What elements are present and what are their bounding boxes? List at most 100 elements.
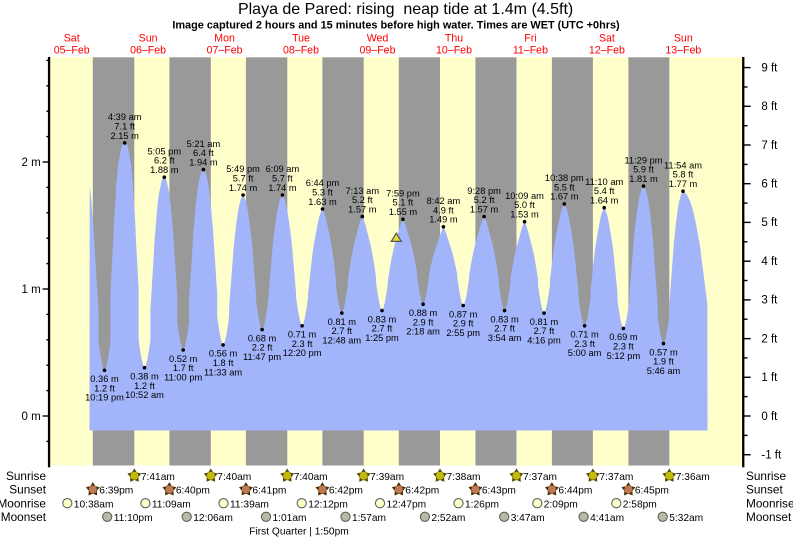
svg-text:Mon: Mon xyxy=(214,32,235,44)
svg-text:10:52 am: 10:52 am xyxy=(125,390,164,400)
svg-text:5.9 ft: 5.9 ft xyxy=(633,165,654,175)
svg-text:06–Feb: 06–Feb xyxy=(130,45,166,57)
svg-text:First Quarter | 1:50pm: First Quarter | 1:50pm xyxy=(249,526,348,537)
svg-text:6:39pm: 6:39pm xyxy=(99,486,133,497)
svg-text:5:49 pm: 5:49 pm xyxy=(226,164,260,174)
svg-text:-1 ft: -1 ft xyxy=(761,450,782,462)
svg-text:1:26pm: 1:26pm xyxy=(465,499,499,510)
svg-text:0.83 m: 0.83 m xyxy=(490,314,519,324)
svg-text:0.88 m: 0.88 m xyxy=(409,308,438,318)
svg-text:7:39am: 7:39am xyxy=(370,472,404,483)
svg-text:2:58pm: 2:58pm xyxy=(623,499,657,510)
svg-text:Playa de Pared: rising neap t: Playa de Pared: rising neap tide at 1.4m… xyxy=(238,1,573,18)
svg-text:4 ft: 4 ft xyxy=(761,256,778,268)
svg-text:11:47 pm: 11:47 pm xyxy=(243,352,281,362)
svg-text:5.4 ft: 5.4 ft xyxy=(594,186,615,196)
svg-text:0.81 m: 0.81 m xyxy=(530,317,559,327)
svg-text:2.7 ft: 2.7 ft xyxy=(494,324,515,334)
svg-text:1.55 m: 1.55 m xyxy=(389,207,418,217)
svg-text:Sunrise: Sunrise xyxy=(6,469,46,483)
svg-text:Moonrise: Moonrise xyxy=(0,496,46,510)
svg-text:0.83 m: 0.83 m xyxy=(368,314,397,324)
svg-text:7:59 pm: 7:59 pm xyxy=(386,188,420,198)
svg-text:0 m: 0 m xyxy=(22,411,41,423)
svg-text:1.49 m: 1.49 m xyxy=(429,215,458,225)
svg-text:2 m: 2 m xyxy=(22,157,41,169)
svg-text:1.67 m: 1.67 m xyxy=(550,192,579,202)
svg-text:Sunrise: Sunrise xyxy=(746,469,786,483)
svg-text:Image captured 2 hours and 15: Image captured 2 hours and 15 minutes be… xyxy=(172,20,620,32)
svg-text:3 ft: 3 ft xyxy=(761,295,778,307)
svg-text:0.38 m: 0.38 m xyxy=(130,372,159,382)
svg-text:6:44 pm: 6:44 pm xyxy=(306,178,340,188)
svg-text:Sunset: Sunset xyxy=(9,483,46,497)
svg-text:2.15 m: 2.15 m xyxy=(110,131,139,141)
svg-text:5.5 ft: 5.5 ft xyxy=(554,182,575,192)
svg-text:5.2 ft: 5.2 ft xyxy=(474,195,495,205)
svg-text:7:40am: 7:40am xyxy=(217,472,251,483)
svg-text:4:16 pm: 4:16 pm xyxy=(527,336,561,346)
svg-text:1.8 ft: 1.8 ft xyxy=(213,358,234,368)
svg-text:7:38am: 7:38am xyxy=(447,472,481,483)
svg-text:6:44pm: 6:44pm xyxy=(558,486,592,497)
svg-text:5:05 pm: 5:05 pm xyxy=(148,146,182,156)
svg-text:Wed: Wed xyxy=(367,32,389,44)
svg-text:4.9 ft: 4.9 ft xyxy=(433,205,454,215)
svg-text:7:37am: 7:37am xyxy=(599,472,633,483)
svg-text:10–Feb: 10–Feb xyxy=(436,45,472,57)
svg-text:6:09 am: 6:09 am xyxy=(266,164,300,174)
svg-text:6:40pm: 6:40pm xyxy=(176,486,210,497)
svg-text:6:45pm: 6:45pm xyxy=(635,486,669,497)
svg-text:2.3 ft: 2.3 ft xyxy=(574,339,595,349)
svg-text:5.8 ft: 5.8 ft xyxy=(673,170,694,180)
svg-text:1:25 pm: 1:25 pm xyxy=(365,333,399,343)
svg-text:5:21 am: 5:21 am xyxy=(187,139,221,149)
svg-text:Fri: Fri xyxy=(524,32,536,44)
svg-text:4:39 am: 4:39 am xyxy=(108,112,142,122)
svg-text:10:38am: 10:38am xyxy=(74,499,114,510)
svg-text:6:42pm: 6:42pm xyxy=(329,486,363,497)
svg-text:Tue: Tue xyxy=(292,32,310,44)
svg-text:1.7 ft: 1.7 ft xyxy=(173,363,194,373)
svg-text:0.57 m: 0.57 m xyxy=(649,347,678,357)
svg-text:0.69 m: 0.69 m xyxy=(609,332,638,342)
svg-text:10:19 pm: 10:19 pm xyxy=(85,393,124,403)
svg-text:11:10pm: 11:10pm xyxy=(114,513,153,524)
svg-text:13–Feb: 13–Feb xyxy=(665,45,701,57)
svg-text:09–Feb: 09–Feb xyxy=(360,45,396,57)
svg-text:12:48 am: 12:48 am xyxy=(322,336,361,346)
svg-text:12–Feb: 12–Feb xyxy=(589,45,625,57)
svg-text:6.4 ft: 6.4 ft xyxy=(193,148,214,158)
svg-text:1.57 m: 1.57 m xyxy=(348,204,377,214)
svg-text:7:37am: 7:37am xyxy=(523,472,557,483)
svg-text:7:13 am: 7:13 am xyxy=(346,186,380,196)
svg-text:11:10 am: 11:10 am xyxy=(585,177,623,187)
svg-text:2.7 ft: 2.7 ft xyxy=(534,326,555,336)
svg-text:11:54 am: 11:54 am xyxy=(664,160,702,170)
svg-text:5:12 pm: 5:12 pm xyxy=(607,351,641,361)
svg-text:2:52am: 2:52am xyxy=(431,513,465,524)
svg-text:Thu: Thu xyxy=(445,32,463,44)
svg-text:11–Feb: 11–Feb xyxy=(513,45,548,57)
svg-text:9:28 pm: 9:28 pm xyxy=(467,186,501,196)
svg-text:1.2 ft: 1.2 ft xyxy=(94,383,115,393)
svg-text:2:09pm: 2:09pm xyxy=(544,499,578,510)
svg-text:3:54 am: 3:54 am xyxy=(488,333,522,343)
svg-text:7:41am: 7:41am xyxy=(141,472,175,483)
svg-text:0.56 m: 0.56 m xyxy=(209,349,238,359)
svg-text:6.2 ft: 6.2 ft xyxy=(154,156,175,166)
svg-text:2.7 ft: 2.7 ft xyxy=(372,324,393,334)
svg-text:1.64 m: 1.64 m xyxy=(590,196,619,206)
svg-text:2:18 am: 2:18 am xyxy=(406,327,440,337)
svg-text:2.9 ft: 2.9 ft xyxy=(413,317,434,327)
svg-text:5 ft: 5 ft xyxy=(761,217,778,229)
svg-text:2:55 pm: 2:55 pm xyxy=(446,328,480,338)
svg-text:5:46 am: 5:46 am xyxy=(647,366,681,376)
svg-text:1.74 m: 1.74 m xyxy=(229,183,258,193)
svg-text:1.74 m: 1.74 m xyxy=(268,183,297,193)
svg-text:Sat: Sat xyxy=(599,32,615,44)
svg-text:Sun: Sun xyxy=(674,32,693,44)
svg-text:1:57am: 1:57am xyxy=(352,513,386,524)
svg-text:1:01am: 1:01am xyxy=(273,513,307,524)
svg-text:3:47am: 3:47am xyxy=(511,513,545,524)
